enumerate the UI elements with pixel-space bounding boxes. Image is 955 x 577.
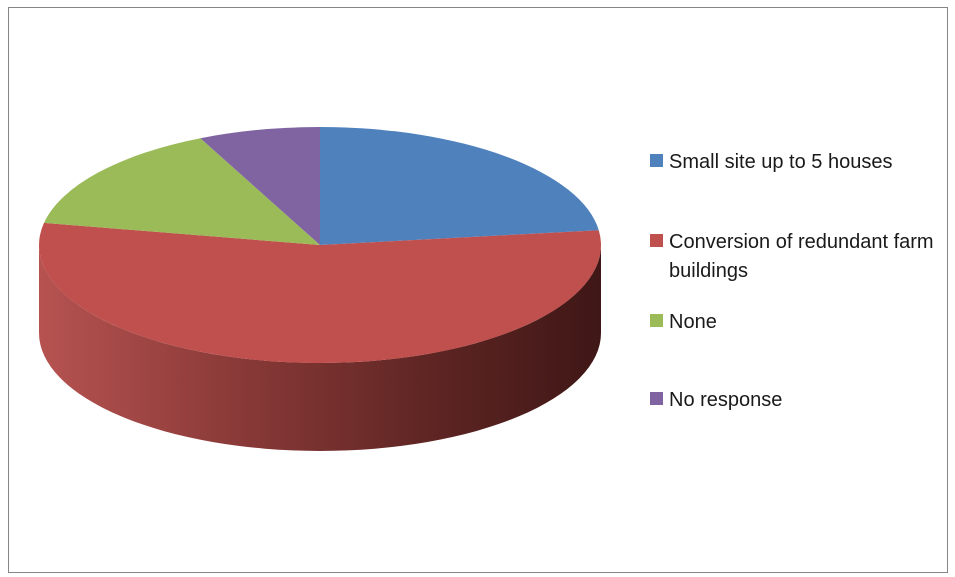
legend-swatch-small-site [650,154,663,167]
chart-frame: Small site up to 5 houses Conversion of … [8,7,948,573]
legend-item-no-response: No response [650,386,941,415]
pie-chart [38,127,601,451]
legend-label-no-response: No response [669,389,783,411]
legend-item-none: None [650,308,941,337]
pie-slice-conversion-of-redundant-farm-buildings [38,222,601,364]
pie-slice-no-response [200,127,320,245]
legend-swatch-no-response [650,392,663,405]
legend-label-none: None [669,311,717,333]
pie-side-conversion-of-redundant-farm-buildings [39,245,601,451]
legend-swatch-conversion [650,234,663,247]
legend-swatch-none [650,314,663,327]
pie-slice-small-site-up-to-5-houses [320,127,599,245]
legend-item-conversion: Conversion of redundant farm buildings [650,228,941,286]
legend-item-small-site: Small site up to 5 houses [650,148,941,177]
legend-label-small-site: Small site up to 5 houses [669,151,893,173]
pie-slice-none [43,138,320,245]
legend-label-conversion: Conversion of redundant farm buildings [669,231,934,282]
